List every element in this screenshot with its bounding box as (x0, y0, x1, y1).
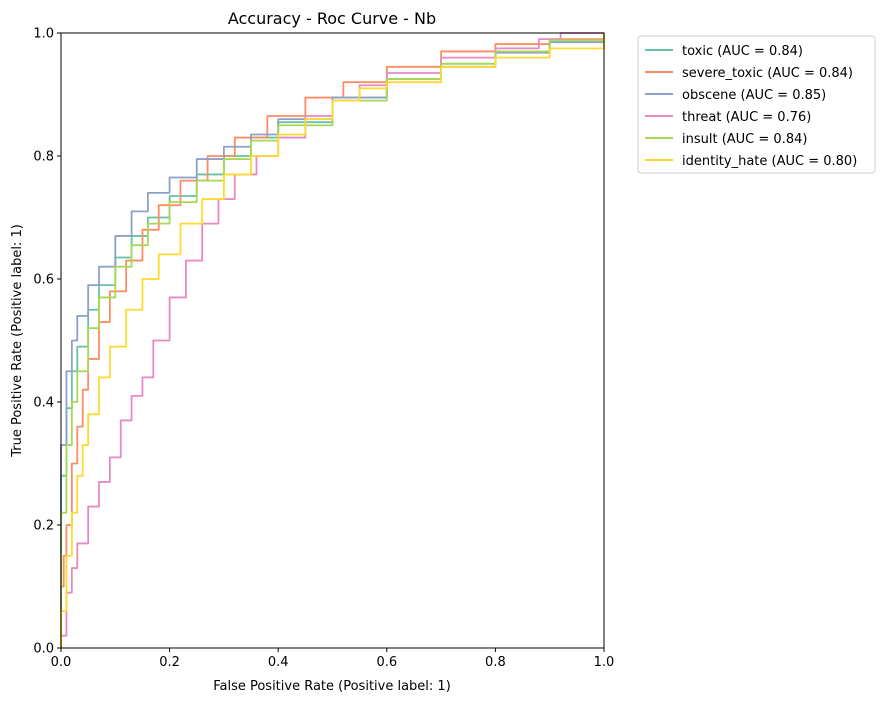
x-tick-label-5: 1.0 (594, 655, 615, 670)
plot-frame (60, 32, 605, 649)
y-tick-label-2: 0.4 (33, 396, 54, 411)
roc-curve-5 (60, 33, 605, 648)
legend-label-3: threat (AUC = 0.76) (682, 110, 811, 125)
x-tick-label-2: 0.4 (268, 655, 289, 670)
roc-curve-3 (60, 32, 604, 648)
legend-label-4: insult (AUC = 0.84) (682, 132, 807, 147)
legend-label-2: obscene (AUC = 0.85) (682, 88, 826, 103)
legend-label-0: toxic (AUC = 0.84) (682, 44, 803, 59)
y-tick-label-5: 1.0 (33, 27, 54, 42)
legend-box (637, 35, 876, 174)
y-tick-label-4: 0.8 (33, 150, 54, 165)
legend-label-1: severe_toxic (AUC = 0.84) (682, 66, 853, 81)
y-axis-label: True Positive Rate (Positive label: 1) (10, 224, 25, 458)
legend-label-5: identity_hate (AUC = 0.80) (682, 154, 857, 169)
y-tick-label-0: 0.0 (33, 642, 54, 657)
y-tick-label-3: 0.6 (33, 273, 54, 288)
x-tick-label-0: 0.0 (51, 655, 72, 670)
roc-curve-1 (60, 33, 605, 648)
x-tick-label-1: 0.2 (159, 655, 180, 670)
legend: toxic (AUC = 0.84) severe_toxic (AUC = 0.… (637, 35, 876, 174)
y-axis-ticks: 0.0 0.2 0.4 0.6 0.8 1.0 (33, 27, 61, 657)
x-axis-ticks: 0.0 0.2 0.4 0.6 0.8 1.0 (51, 648, 615, 670)
y-tick-label-1: 0.2 (33, 519, 54, 534)
x-tick-label-3: 0.6 (376, 655, 397, 670)
x-axis-label: False Positive Rate (Positive label: 1) (213, 679, 451, 694)
roc-curves (60, 32, 605, 648)
chart-title: Accuracy - Roc Curve - Nb (228, 9, 436, 28)
roc-curve-4 (60, 33, 605, 648)
x-tick-label-4: 0.8 (485, 655, 506, 670)
